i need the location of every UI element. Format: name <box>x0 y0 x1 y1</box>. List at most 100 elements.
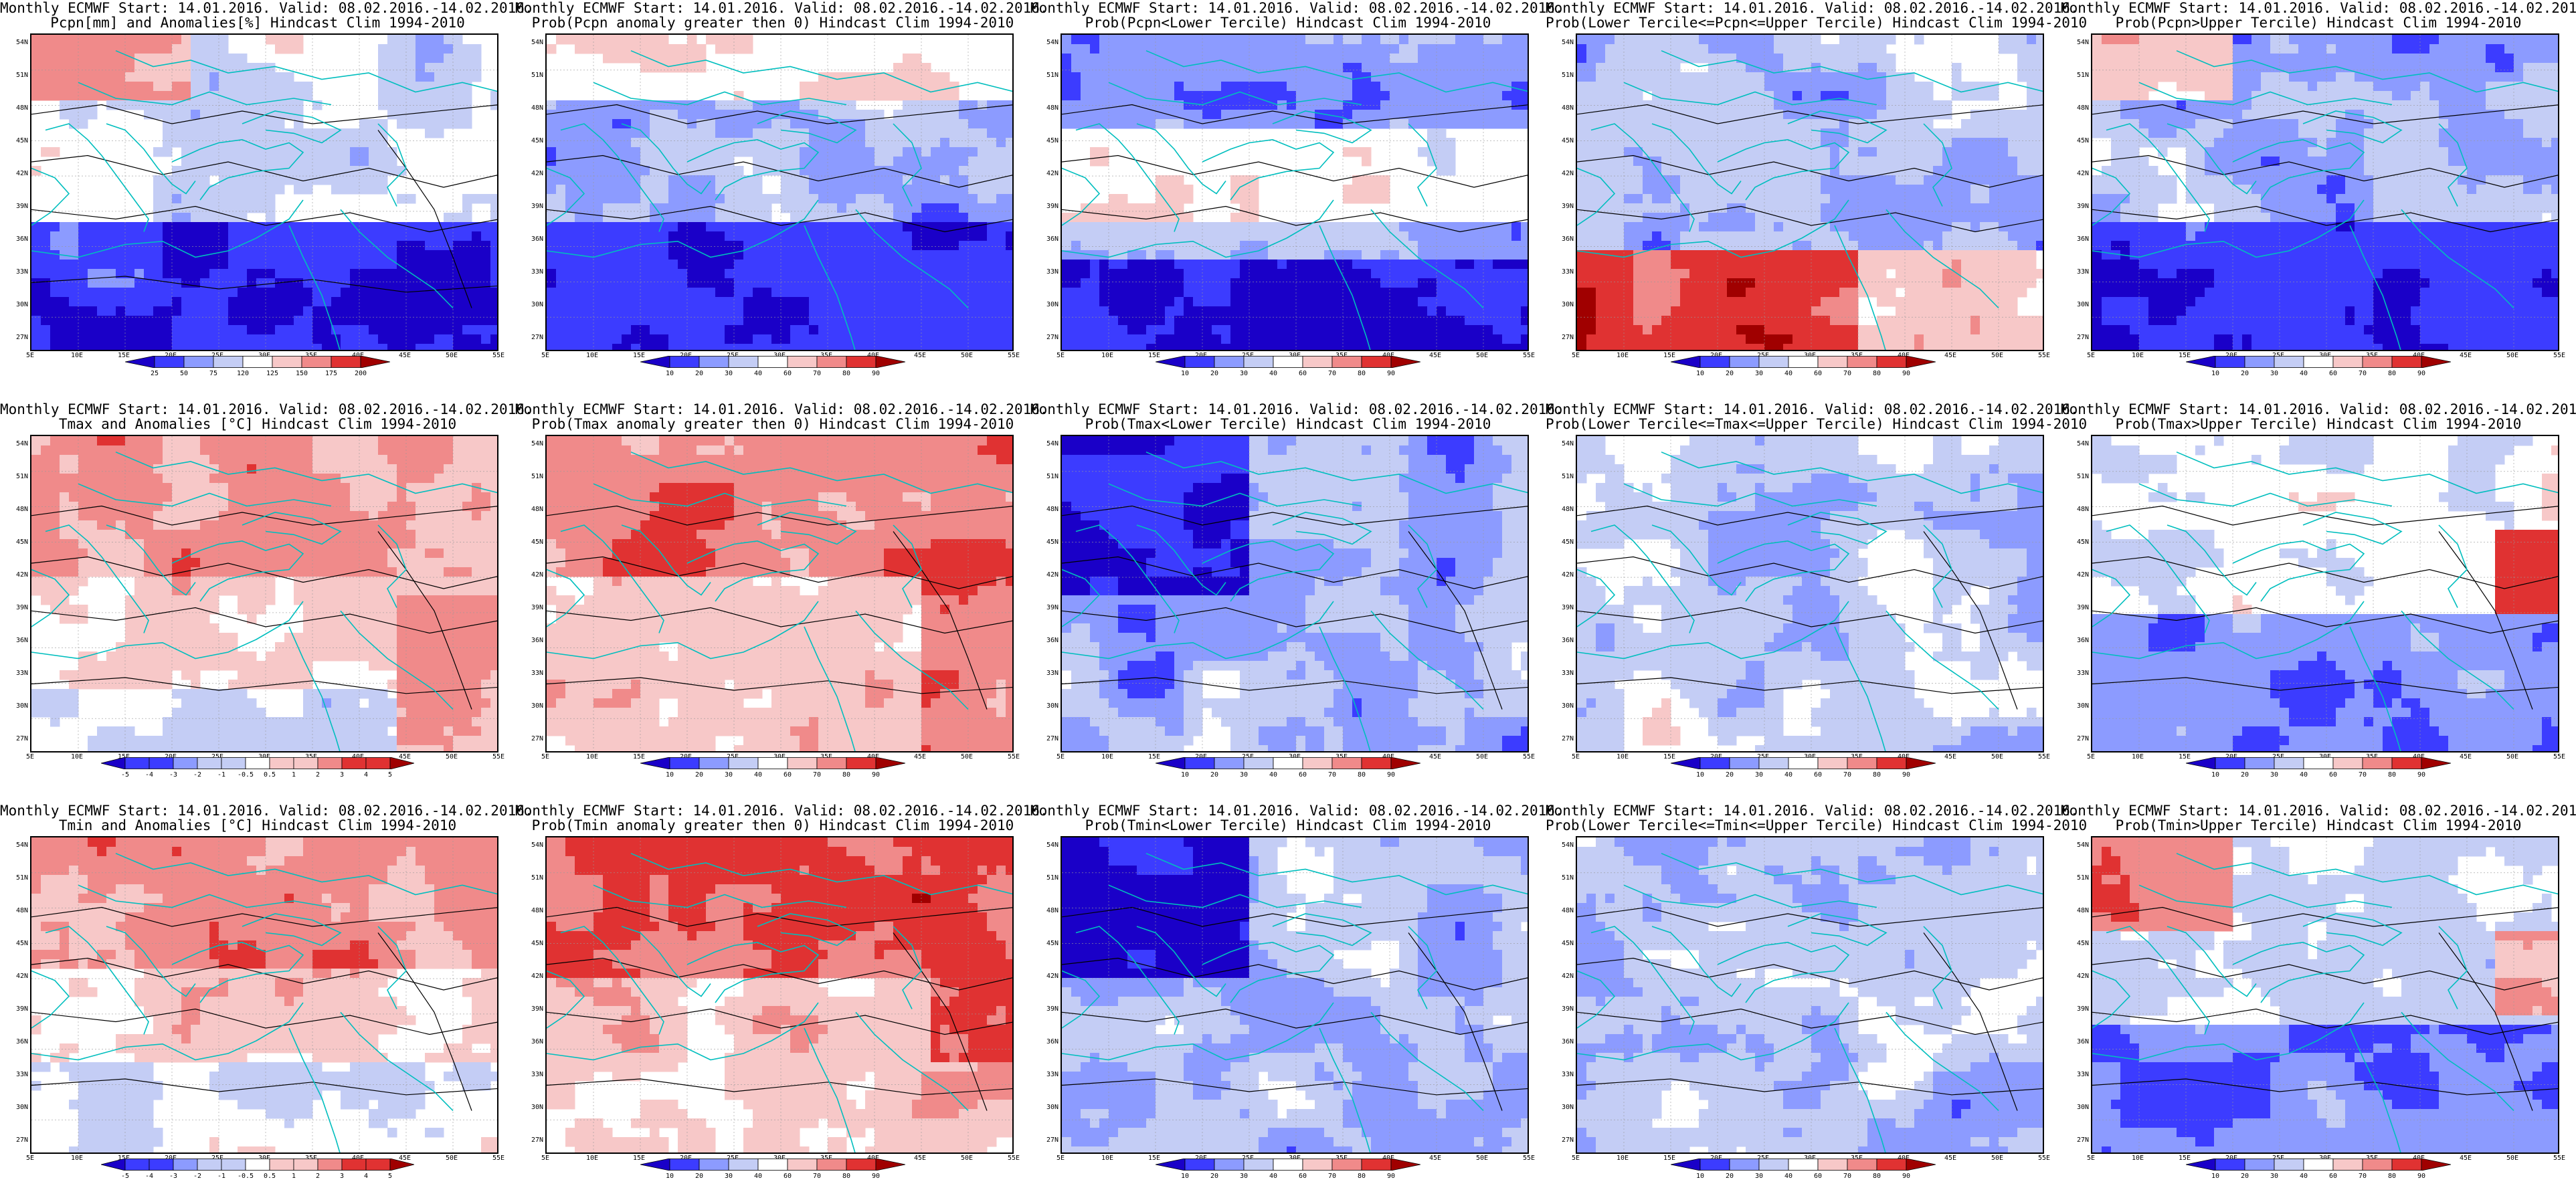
longitude-label: 25E <box>2268 753 2288 761</box>
map-field <box>2092 837 2558 1152</box>
map-field <box>31 35 497 350</box>
colorbar-swatch <box>245 1159 270 1171</box>
colorbar-tick-label: 40 <box>748 1173 768 1180</box>
longitude-label: 45E <box>910 1155 930 1162</box>
longitude-label: 20E <box>1191 753 1211 761</box>
longitude-label: 10E <box>67 1155 87 1162</box>
longitude-label: 50E <box>2502 1155 2522 1162</box>
colorbar-tick-label: 40 <box>1263 1173 1283 1180</box>
contour-line <box>31 505 497 526</box>
latitude-label: 27N <box>519 334 543 341</box>
coastline <box>1651 926 1742 997</box>
forecast-panel: Monthly ECMWF Start: 14.01.2016. Valid: … <box>1546 803 2087 1204</box>
colorbar-swatch <box>2303 1159 2334 1171</box>
latitude-label: 48N <box>4 104 28 112</box>
colorbar-swatch <box>1156 356 1186 368</box>
colorbar-tick-label: 20 <box>1720 370 1740 377</box>
latitude-label: 51N <box>2065 473 2089 480</box>
latitude-label: 30N <box>519 301 543 308</box>
colorbar-tick-label: 20 <box>1720 1173 1740 1180</box>
coastline <box>45 926 149 1035</box>
coastline <box>242 512 342 545</box>
latitude-label: 39N <box>2065 604 2089 611</box>
colorbar-tick-label: 2 <box>308 771 328 779</box>
latitude-label: 45N <box>1034 940 1059 947</box>
colorbar <box>640 1159 905 1171</box>
colorbar-swatch <box>301 356 332 368</box>
longitude-label: 45E <box>1940 352 1960 359</box>
contour-line <box>1408 531 1503 710</box>
longitude-label: 30E <box>254 753 274 761</box>
latitude-label: 36N <box>519 637 543 644</box>
colorbar-tick-label: 80 <box>1352 771 1372 779</box>
longitude-label: 25E <box>1238 1155 1258 1162</box>
longitude-label: 45E <box>910 753 930 761</box>
colorbar-tick-label: 80 <box>836 370 856 377</box>
contour-line <box>2092 607 2558 634</box>
latitude-label: 45N <box>1550 940 1574 947</box>
longitude-label: 55E <box>488 753 509 761</box>
colorbar-swatch <box>2303 757 2334 769</box>
latitude-label: 48N <box>1034 907 1059 914</box>
longitude-label: 25E <box>723 1155 743 1162</box>
coastline <box>2401 209 2514 309</box>
colorbar-tick-label: 90 <box>2411 771 2431 779</box>
coastline <box>1577 970 1616 1029</box>
latitude-label: 45N <box>1034 137 1059 144</box>
latitude-label: 39N <box>519 203 543 210</box>
latitude-label: 33N <box>4 1071 28 1078</box>
longitude-label: 25E <box>1238 352 1258 359</box>
colorbar-swatch <box>2215 356 2245 368</box>
coastline <box>2138 82 2393 106</box>
coastline <box>1136 123 1226 195</box>
coastline <box>1145 50 1528 93</box>
colorbar-swatch <box>1243 356 1274 368</box>
map-field <box>31 837 497 1152</box>
longitude-label: 20E <box>2221 352 2241 359</box>
contour-line <box>2092 505 2558 526</box>
longitude-label: 10E <box>1097 1155 1117 1162</box>
longitude-label: 35E <box>301 352 321 359</box>
coastline <box>1717 540 1850 602</box>
coastline <box>1577 167 1616 226</box>
latitude-label: 45N <box>1550 538 1574 546</box>
colorbar-swatch <box>1184 757 1215 769</box>
coastline <box>1319 626 1371 751</box>
contour-line <box>31 556 497 589</box>
forecast-map <box>1576 435 2044 752</box>
colorbar-swatch <box>699 757 729 769</box>
colorbar-swatch <box>1214 1159 1245 1171</box>
contour-line <box>1062 607 1528 634</box>
forecast-panel: Monthly ECMWF Start: 14.01.2016. Valid: … <box>1030 803 1564 1204</box>
latitude-label: 39N <box>1550 604 1574 611</box>
colorbar-tick-label: -5 <box>115 1173 135 1180</box>
longitude-label: 40E <box>2409 1155 2429 1162</box>
colorbar-swatch <box>389 757 414 769</box>
coastline <box>2167 123 2257 195</box>
colorbar <box>1671 757 1936 769</box>
latitude-label: 51N <box>2065 72 2089 79</box>
forecast-panel: Monthly ECMWF Start: 14.01.2016. Valid: … <box>1546 0 2087 401</box>
panel-title-line-1: Monthly ECMWF Start: 14.01.2016. Valid: … <box>1030 401 1564 417</box>
latitude-label: 36N <box>1550 637 1574 644</box>
latitude-label: 36N <box>4 235 28 243</box>
colorbar-swatch <box>2332 757 2363 769</box>
colorbar-tick-label: 80 <box>1352 370 1372 377</box>
colorbar-tick-label: 60 <box>2323 1173 2343 1180</box>
latitude-label: 42N <box>1034 571 1059 579</box>
coastline <box>288 626 341 751</box>
latitude-label: 45N <box>519 940 543 947</box>
latitude-label: 33N <box>1550 670 1574 677</box>
coastline <box>2232 941 2365 1003</box>
coastline <box>1370 1011 1484 1112</box>
colorbar-swatch <box>816 356 847 368</box>
colorbar-swatch <box>1876 1159 1907 1171</box>
coastline <box>1272 110 1372 144</box>
colorbar-swatch <box>1876 757 1907 769</box>
colorbar-swatch <box>669 356 700 368</box>
colorbar-tick-label: 70 <box>1322 1173 1342 1180</box>
latitude-label: 39N <box>1550 1005 1574 1013</box>
colorbar-tick-label: 40 <box>2294 1173 2314 1180</box>
latitude-label: 54N <box>2065 440 2089 447</box>
contour-line <box>31 906 497 927</box>
